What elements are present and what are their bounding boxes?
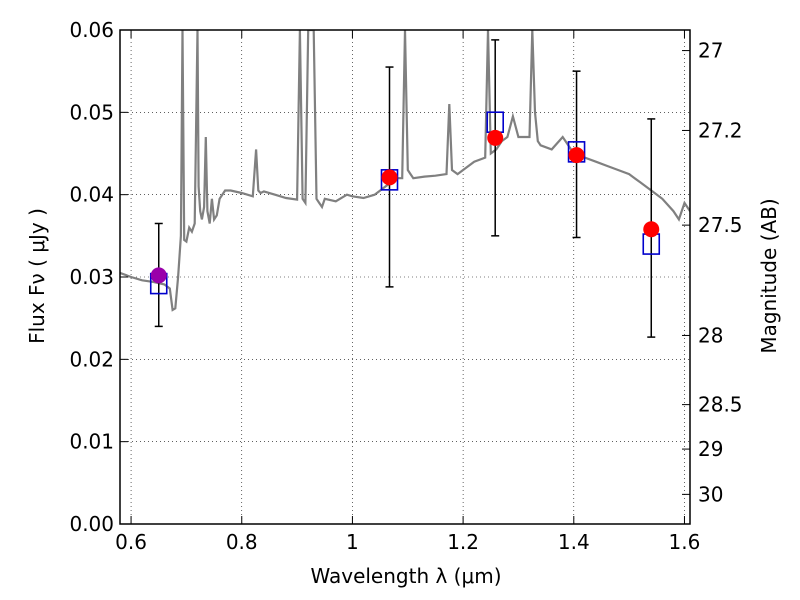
y2-tick-label: 29 xyxy=(698,437,723,461)
y2-tick-label: 28 xyxy=(698,323,723,347)
y-tick-label: 0.06 xyxy=(69,18,114,42)
grid xyxy=(120,29,690,525)
x-axis-ticks: 0.6 0.8 1 1.2 1.4 1.6 xyxy=(115,30,700,554)
y2-tick-label: 27.5 xyxy=(698,213,743,237)
x-tick-label: 0.8 xyxy=(226,530,258,554)
y2-tick-label: 27 xyxy=(698,39,723,63)
x-axis-label: Wavelength λ (μm) xyxy=(310,564,501,588)
observed-point xyxy=(381,169,398,186)
y-axis-label: Flux Fν ( μJy ) xyxy=(25,208,49,344)
y-tick-label: 0.03 xyxy=(69,265,114,289)
x-tick-label: 1 xyxy=(346,530,359,554)
y-tick-label: 0.04 xyxy=(69,183,114,207)
y-tick-label: 0.05 xyxy=(69,100,114,124)
x-tick-label: 1.6 xyxy=(669,530,701,554)
model-spectrum-path xyxy=(120,30,690,312)
model-spectrum-line xyxy=(120,30,690,312)
observed-point xyxy=(568,147,585,164)
y-axis-ticks: 0.00 0.01 0.02 0.03 0.04 0.05 0.06 xyxy=(69,18,128,536)
observed-point xyxy=(643,221,660,238)
y-tick-label: 0.00 xyxy=(69,512,114,536)
x-tick-label: 1.2 xyxy=(447,530,479,554)
observed-point xyxy=(150,267,167,284)
observed-points xyxy=(150,129,660,284)
x-tick-label: 0.6 xyxy=(115,530,147,554)
y2-tick-label: 28.5 xyxy=(698,393,743,417)
y2-axis-ticks: 27 27.2 27.5 28 28.5 29 30 xyxy=(682,39,743,506)
y-tick-label: 0.01 xyxy=(69,430,114,454)
x-tick-label: 1.4 xyxy=(558,530,590,554)
y2-tick-label: 30 xyxy=(698,482,723,506)
y2-axis-label: Magnitude (AB) xyxy=(757,198,781,353)
observed-point xyxy=(487,129,504,146)
y-tick-label: 0.02 xyxy=(69,347,114,371)
model-photometry-boxes xyxy=(149,111,661,295)
y2-tick-label: 27.2 xyxy=(698,118,743,142)
